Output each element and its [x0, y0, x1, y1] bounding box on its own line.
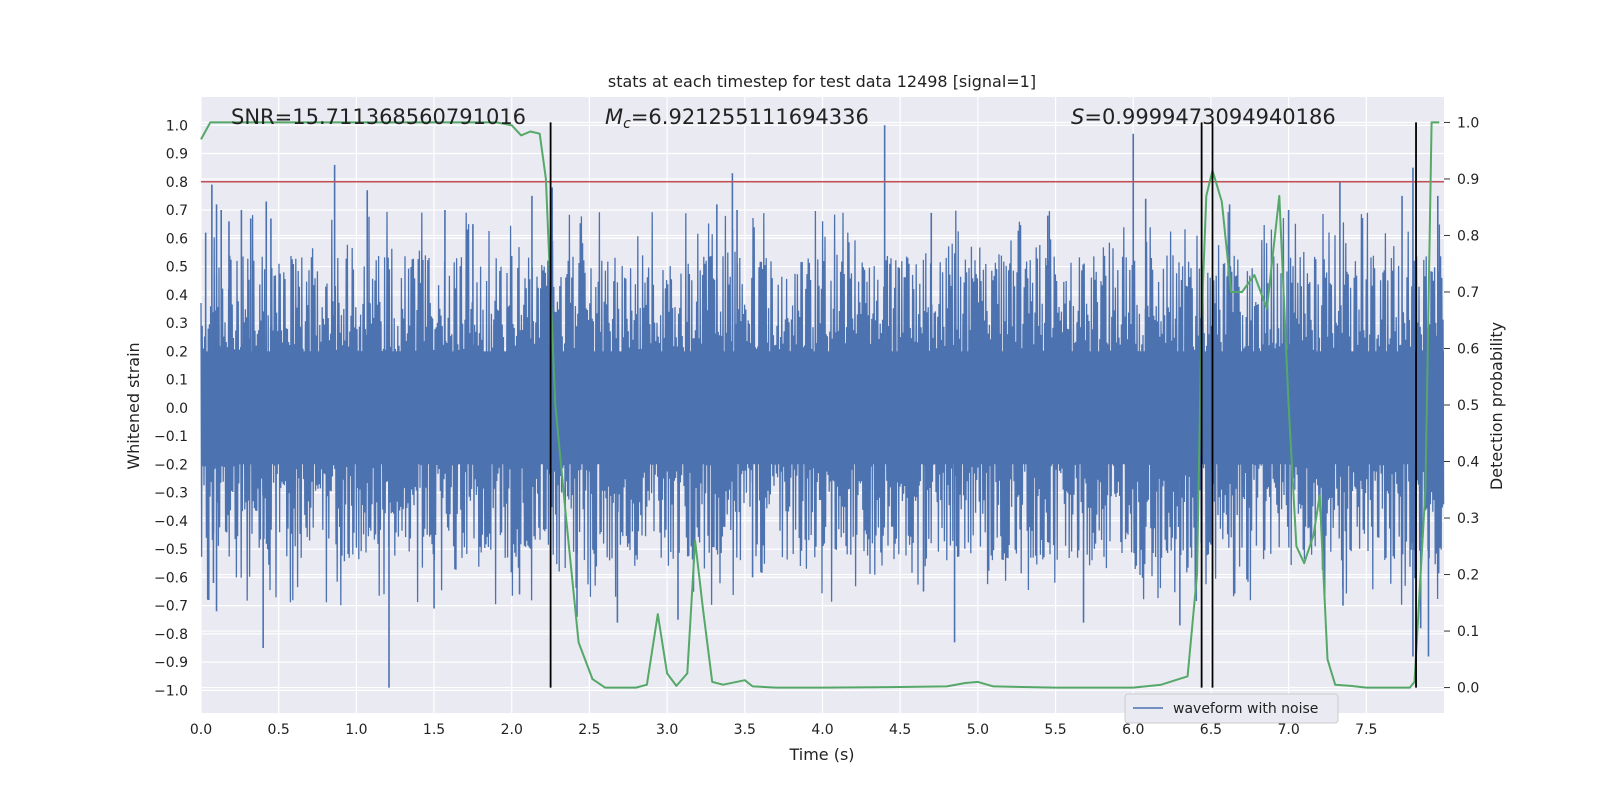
x-tick-label: 4.5	[889, 722, 911, 738]
legend-box	[1124, 693, 1339, 724]
legend-entry-waveform: waveform with noise	[1173, 701, 1318, 717]
y-left-tick-label: 0.4	[166, 288, 188, 304]
y-left-tick-label: −0.4	[154, 514, 188, 530]
waveform-core	[201, 351, 1444, 465]
y-left-tick-label: −0.3	[154, 486, 188, 502]
y-right-axis-label: Detection probability	[1487, 322, 1506, 490]
x-tick-label: 3.0	[656, 722, 678, 738]
probability-series	[200, 121, 1440, 689]
y-left-tick-label: 0.6	[166, 231, 188, 247]
y-left-tick-label: 0.2	[166, 344, 188, 360]
x-tick-label: 5.0	[967, 722, 989, 738]
y-right-tick-label: 0.6	[1457, 341, 1479, 357]
chirp-mass-annotation: Mc=6.921255111694336	[605, 105, 869, 132]
y-left-tick-label: −0.7	[154, 599, 188, 615]
y-left-tick-label: −0.9	[154, 655, 188, 671]
y-left-tick-label: 0.7	[166, 203, 188, 219]
x-tick-label: 4.0	[811, 722, 833, 738]
y-right-tick-label: 0.1	[1457, 624, 1479, 640]
y-left-tick-label: −1.0	[154, 683, 188, 699]
y-right-tick-label: 0.2	[1457, 568, 1479, 584]
y-right-tick-label: 0.9	[1457, 172, 1479, 188]
chirp-mass-value: =6.921255111694336	[631, 105, 869, 129]
y-right-tick-label: 0.4	[1457, 455, 1479, 471]
y-right-tick-label: 0.5	[1457, 398, 1479, 414]
y-left-tick-label: 0.9	[166, 147, 188, 163]
x-tick-label: 7.5	[1355, 722, 1377, 738]
chirp-mass-symbol: M	[605, 105, 623, 129]
y-left-tick-label: −0.1	[154, 429, 188, 445]
score-value: =0.9999473094940186	[1084, 105, 1335, 129]
x-tick-label: 2.5	[578, 722, 600, 738]
y-left-tick-label: −0.2	[154, 457, 188, 473]
score-symbol: S	[1071, 105, 1084, 129]
y-right-tick-label: 0.0	[1457, 681, 1479, 697]
y-left-tick-label: −0.6	[154, 570, 188, 586]
chirp-mass-subscript: c	[623, 116, 631, 132]
y-left-tick-label: 0.5	[166, 260, 188, 276]
legend: waveform with noise	[1124, 693, 1339, 724]
x-tick-label: 1.0	[345, 722, 367, 738]
y-left-tick-label: −0.5	[154, 542, 188, 558]
x-tick-label: 3.5	[734, 722, 756, 738]
tick-labels: 0.0 0.5 1.0 1.5 2.0 2.5 3.0 3.5 4.0 4.5 5.0 5.5 6.0 6…	[154, 115, 1479, 738]
x-tick-label: 0.5	[268, 722, 290, 738]
y-left-axis-label: Whitened strain	[124, 342, 143, 469]
x-tick-label: 0.0	[190, 722, 212, 738]
x-tick-label: 6.5	[1200, 722, 1222, 738]
y-left-tick-label: 0.1	[166, 373, 188, 389]
waveform-series	[200, 125, 1445, 688]
y-left-tick-label: −0.8	[154, 627, 188, 643]
y-left-tick-label: 0.8	[166, 175, 188, 191]
score-annotation: S=0.9999473094940186	[1071, 105, 1336, 129]
x-tick-label: 7.0	[1277, 722, 1299, 738]
x-tick-label: 6.0	[1122, 722, 1144, 738]
chart-title: stats at each timestep for test data 124…	[608, 72, 1036, 91]
y-right-tick-label: 0.3	[1457, 511, 1479, 527]
probability-line	[200, 121, 1440, 689]
y-right-tick-label: 1.0	[1457, 115, 1479, 131]
vertical-markers	[549, 122, 1417, 688]
x-tick-label: 1.5	[423, 722, 445, 738]
y-right-tick-label: 0.8	[1457, 228, 1479, 244]
snr-annotation: SNR=15.711368560791016	[231, 105, 526, 129]
y-left-tick-label: 0.0	[166, 401, 188, 417]
y-right-tick-label: 0.7	[1457, 285, 1479, 301]
x-tick-label: 5.5	[1044, 722, 1066, 738]
y-left-tick-label: 0.3	[166, 316, 188, 332]
y-left-tick-label: 1.0	[166, 118, 188, 134]
x-axis-label: Time (s)	[788, 745, 854, 764]
x-tick-label: 2.0	[501, 722, 523, 738]
